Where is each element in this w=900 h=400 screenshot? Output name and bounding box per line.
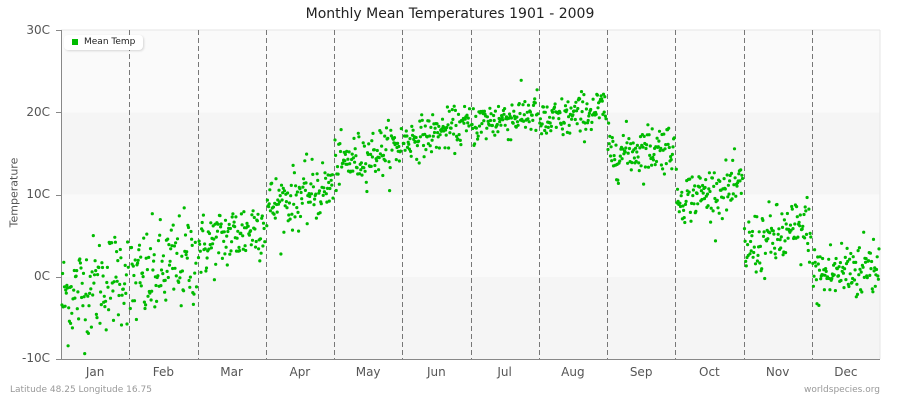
source-link[interactable]: worldspecies.org	[803, 385, 880, 395]
x-tick-oct: Oct	[699, 365, 720, 379]
x-tick-nov: Nov	[765, 365, 790, 379]
legend-label: Mean Temp	[84, 37, 136, 47]
legend[interactable]: Mean Temp	[64, 35, 144, 50]
x-tick-jul: Jul	[497, 365, 512, 379]
x-tick-aug: Aug	[561, 365, 585, 379]
y-tick-0: 0C	[33, 269, 50, 283]
x-tick-feb: Feb	[152, 365, 174, 379]
chart-title: Monthly Mean Temperatures 1901 - 2009	[305, 6, 595, 22]
y-tick-minus-10: -10C	[22, 351, 50, 365]
location-caption: Latitude 48.25 Longitude 16.75	[10, 385, 152, 395]
y-tick-20: 20C	[26, 105, 50, 119]
x-tick-jan: Jan	[85, 365, 105, 379]
x-tick-mar: Mar	[220, 365, 243, 379]
y-tick-30: 30C	[26, 23, 50, 37]
x-tick-jun: Jun	[427, 365, 446, 379]
x-tick-apr: Apr	[289, 365, 311, 379]
legend-swatch-icon	[72, 39, 78, 45]
y-tick-10: 10C	[26, 187, 50, 201]
x-tick-may: May	[355, 365, 381, 379]
x-tick-sep: Sep	[629, 365, 653, 379]
x-tick-dec: Dec	[834, 365, 858, 379]
